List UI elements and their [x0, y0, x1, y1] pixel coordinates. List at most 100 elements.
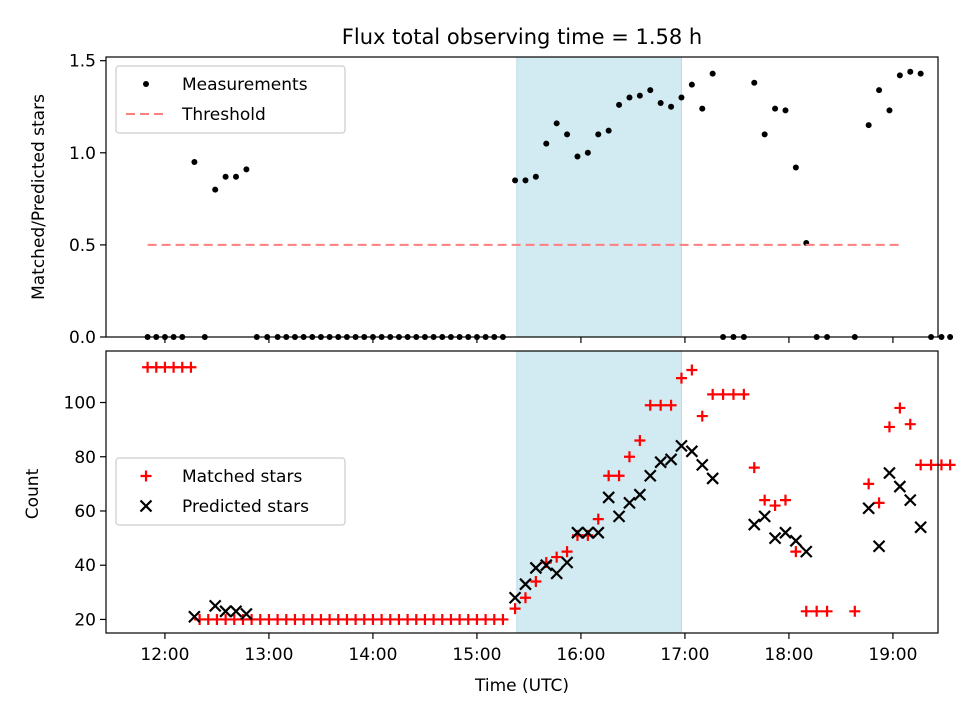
- bottom-legend-predicted-stars-swatch: [139, 499, 153, 513]
- bottom-frame: [105, 350, 939, 634]
- bottom-matched-stars-point: [686, 364, 698, 376]
- top-measurements-point: [865, 122, 872, 129]
- bottom-legend-matched-stars-label: Matched stars: [182, 467, 302, 487]
- bottom-predicted-stars-point: [591, 526, 605, 539]
- bottom-predicted-stars-point: [747, 518, 761, 531]
- bottom-xtick-label: 16:00: [556, 645, 605, 665]
- top-legend-threshold-label: Threshold: [181, 105, 266, 125]
- bottom-matched-stars-point: [707, 388, 719, 400]
- top-legend-measurements-label: Measurements: [182, 75, 308, 95]
- top-ytick-label: 0.0: [69, 328, 96, 348]
- bottom-matched-stars-point: [925, 459, 937, 471]
- bottom-matched-stars-point: [915, 459, 927, 471]
- top-measurements-point: [647, 87, 654, 94]
- bottom-matched-stars-point: [759, 494, 771, 506]
- top-ytick-label: 0.5: [69, 236, 96, 256]
- bottom-matched-stars-point: [894, 402, 906, 414]
- bottom-matched-stars-point: [727, 388, 739, 400]
- top-measurements-point: [595, 131, 602, 138]
- bottom-legend-matched-stars-swatch: [140, 470, 152, 482]
- bottom-xtick-label: 14:00: [348, 645, 397, 665]
- bottom-matched-stars-point: [863, 478, 875, 490]
- top-ytick-label: 1.0: [69, 144, 96, 164]
- bottom-predicted-stars-point: [208, 599, 222, 613]
- bottom-matched-stars-point: [623, 451, 635, 463]
- bottom-matched-stars-point: [800, 605, 812, 617]
- bottom-matched-stars-point: [904, 418, 916, 430]
- bottom-legend: Matched stars Predicted stars: [115, 457, 346, 526]
- bottom-predicted-stars-point: [602, 491, 615, 504]
- bottom-predicted-stars-point: [508, 591, 522, 605]
- bottom-matched-stars-point: [561, 546, 573, 558]
- bottom-predicted-stars-point: [768, 531, 782, 545]
- bottom-predicted-stars-point: [758, 510, 771, 523]
- top-measurements-point: [947, 334, 954, 340]
- top-measurements-point: [584, 149, 591, 156]
- top-measurements-point: [636, 92, 643, 99]
- top-measurements-point: [543, 140, 550, 147]
- top-measurements-point: [751, 79, 758, 86]
- bottom-matched-stars-point: [821, 605, 833, 617]
- bottom-predicted-stars-point: [550, 567, 563, 580]
- bottom-chart-ylabel: Count: [23, 468, 43, 519]
- top-measurements-point: [699, 105, 706, 112]
- bottom-observing-window: [516, 350, 682, 634]
- bottom-predicted-stars-point: [903, 493, 917, 507]
- top-measurements-point: [626, 94, 633, 101]
- bottom-matched-stars-point: [873, 497, 885, 509]
- bottom-legend-predicted-stars-label: Predicted stars: [182, 497, 309, 517]
- bottom-predicted-stars-point: [799, 545, 813, 558]
- bottom-predicted-stars-point: [789, 534, 803, 548]
- bottom-predicted-stars-point: [914, 520, 927, 534]
- top-measurements-point: [512, 177, 519, 184]
- bottom-matched-stars-point: [738, 388, 750, 400]
- bottom-predicted-stars-point: [539, 558, 553, 572]
- bottom-matched-stars-point: [883, 421, 895, 433]
- bottom-matched-stars-point: [644, 399, 656, 411]
- top-observing-window: [516, 56, 682, 338]
- bottom-chart-xlabel: Time (UTC): [474, 676, 569, 696]
- bottom-ytick-label: 80: [74, 448, 96, 468]
- top-chart-ylabel: Matched/Predicted stars: [29, 94, 49, 300]
- bottom-predicted-stars-point: [654, 455, 667, 469]
- top-measurements-point: [553, 120, 560, 127]
- bottom-matched-stars-point: [603, 470, 615, 482]
- bottom-legend-box: [115, 457, 346, 526]
- top-measurements-point: [532, 173, 539, 180]
- bottom-matched-stars-point: [717, 388, 729, 400]
- top-measurements-point: [522, 177, 529, 184]
- top-measurements-point: [243, 166, 250, 173]
- bottom-matched-stars-point: [675, 372, 687, 384]
- bottom-predicted-stars-point: [685, 445, 699, 458]
- bottom-xtick-label: 15:00: [452, 645, 501, 665]
- bottom-predicted-stars-point: [581, 526, 595, 539]
- bottom-predicted-stars-point: [219, 605, 232, 618]
- top-measurements-point: [917, 70, 924, 77]
- top-ytick-label: 1.5: [69, 52, 96, 72]
- bottom-xtick-label: 19:00: [868, 645, 917, 665]
- bottom-ytick-label: 40: [74, 556, 96, 576]
- bottom-predicted-stars-point: [883, 466, 896, 480]
- top-legend: Measurements Threshold: [115, 65, 346, 134]
- bottom-xtick-label: 18:00: [764, 645, 813, 665]
- bottom-matched-stars-point: [509, 603, 521, 615]
- bottom-predicted-stars-point: [862, 501, 875, 515]
- bottom-matched-stars-point: [613, 470, 625, 482]
- bottom-matched-stars-point: [779, 494, 791, 506]
- top-measurements-point: [678, 94, 685, 101]
- bottom-predicted-stars-point: [519, 577, 532, 591]
- bottom-matched-stars-point: [655, 399, 667, 411]
- bottom-xtick-label: 13:00: [244, 645, 293, 665]
- bottom-predicted-stars-point: [560, 556, 574, 569]
- top-measurements-point: [761, 131, 768, 138]
- bottom-matched-stars-point: [790, 546, 802, 558]
- bottom-predicted-stars-point: [229, 605, 243, 618]
- bottom-predicted-stars-point: [695, 458, 709, 472]
- bottom-predicted-stars-point: [571, 526, 584, 539]
- bottom-predicted-stars-point: [623, 496, 636, 510]
- top-measurements-point: [233, 173, 239, 180]
- top-measurements-point: [574, 153, 581, 160]
- bottom-predicted-stars-point: [240, 607, 253, 621]
- top-measurements-point: [616, 101, 623, 108]
